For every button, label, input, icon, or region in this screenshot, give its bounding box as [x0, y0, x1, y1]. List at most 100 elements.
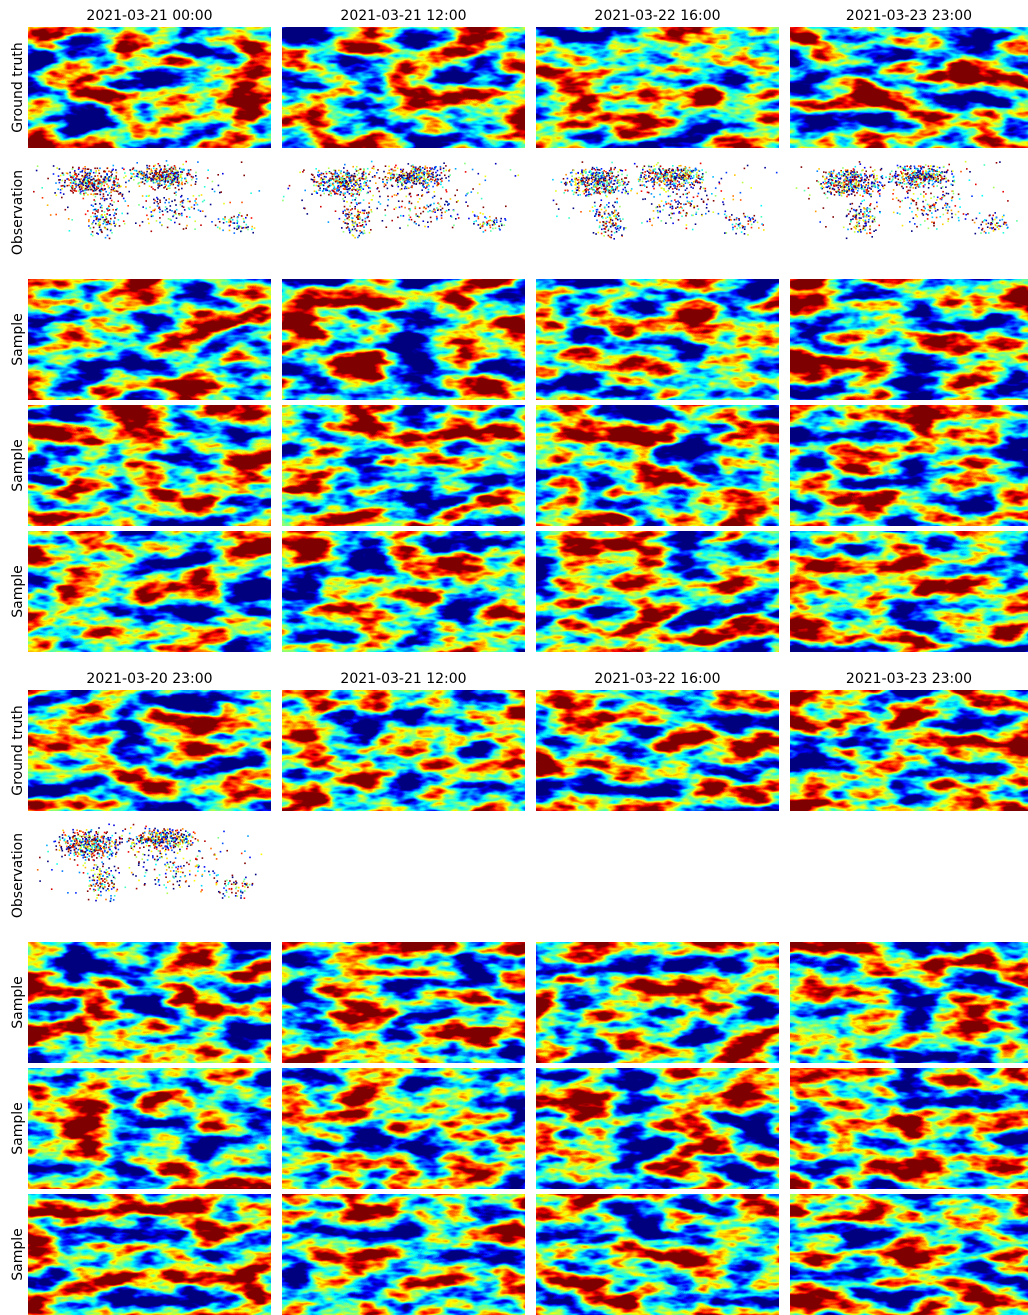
observation-point [855, 209, 858, 211]
observation-point [105, 216, 108, 218]
observation-point [946, 203, 949, 205]
observation-point [75, 842, 78, 845]
observation-point [764, 166, 766, 169]
observation-point [319, 189, 321, 191]
observation-point [692, 214, 694, 217]
observation-point [678, 181, 680, 183]
observation-point [606, 204, 608, 206]
observation-point [87, 193, 89, 196]
observation-point [402, 184, 404, 186]
observation-point [429, 216, 432, 219]
observation-point [108, 839, 111, 842]
observation-point [923, 209, 925, 212]
observation-point [491, 220, 493, 222]
observation-point [610, 167, 612, 169]
observation-point [854, 224, 857, 227]
observation-point [80, 185, 83, 187]
observation-point [328, 171, 331, 173]
observation-point [400, 174, 403, 177]
observation-point [613, 215, 615, 217]
observation-point [441, 177, 443, 180]
observation-point [736, 227, 738, 230]
observation-point [107, 194, 109, 196]
observation-point [161, 172, 164, 175]
observation-point [624, 186, 626, 189]
observation-point [639, 184, 642, 187]
observation-point [75, 843, 77, 846]
observation-point [680, 206, 682, 208]
observation-point [822, 176, 825, 178]
observation-point [337, 175, 340, 177]
observation-point [650, 178, 653, 180]
observation-point [403, 172, 406, 175]
observation-point [693, 206, 695, 209]
observation-point [343, 167, 345, 169]
observation-point [242, 226, 245, 229]
observation-point [660, 175, 663, 177]
observation-point [397, 179, 399, 181]
observation-point [332, 173, 335, 175]
observation-point [181, 205, 184, 208]
observation-point [835, 184, 838, 187]
observation-point [878, 181, 881, 183]
observation-point [878, 193, 881, 195]
observation-point [817, 181, 820, 183]
observation-point [98, 226, 101, 229]
observation-point [916, 207, 919, 210]
observation-point [714, 195, 717, 197]
observation-point [922, 174, 925, 176]
observation-point [843, 183, 846, 186]
observation-point [928, 179, 931, 181]
observation-point [816, 180, 818, 182]
observation-point [100, 845, 102, 847]
observation-point [331, 173, 334, 175]
observation-point [82, 178, 85, 180]
observation-point [583, 189, 586, 192]
observation-point [616, 187, 618, 190]
observation-point [667, 190, 669, 192]
observation-point [171, 181, 173, 183]
observation-point [698, 170, 701, 172]
observation-point [837, 184, 839, 186]
observation-point [153, 209, 156, 212]
observation-point [722, 201, 724, 203]
observation-point [395, 206, 397, 209]
observation-point [334, 188, 336, 191]
observation-point [324, 182, 326, 184]
observation-point [220, 191, 222, 193]
observation-point [838, 182, 840, 184]
observation-point [484, 179, 487, 182]
observation-point [149, 172, 151, 174]
observation-point [115, 851, 118, 854]
observation-point [570, 184, 573, 187]
observation-point [214, 224, 217, 227]
observation-point [867, 185, 870, 187]
observation-point [937, 175, 939, 178]
observation-point [94, 215, 97, 218]
observation-point [357, 215, 359, 217]
observation-point [345, 177, 347, 180]
observation-point [839, 177, 842, 179]
observation-point [411, 168, 413, 170]
observation-point [585, 176, 588, 179]
observation-point [115, 175, 117, 177]
observation-point [855, 182, 857, 184]
observation-point [829, 175, 831, 177]
observation-point [867, 187, 869, 189]
observation-point [868, 215, 870, 217]
observation-point [830, 170, 833, 173]
column-title: 2021-03-21 12:00 [340, 671, 466, 687]
observation-point [484, 229, 487, 232]
observation-point [856, 186, 858, 189]
observation-point [574, 179, 577, 181]
observation-point [436, 217, 438, 220]
observation-point [917, 170, 919, 172]
observation-point [106, 183, 108, 185]
observation-point [915, 177, 917, 179]
observation-point [937, 173, 939, 176]
observation-point [109, 197, 112, 199]
observation-point [110, 188, 113, 191]
observation-point [426, 170, 429, 173]
observation-point [436, 180, 438, 183]
observation-point [577, 194, 579, 196]
